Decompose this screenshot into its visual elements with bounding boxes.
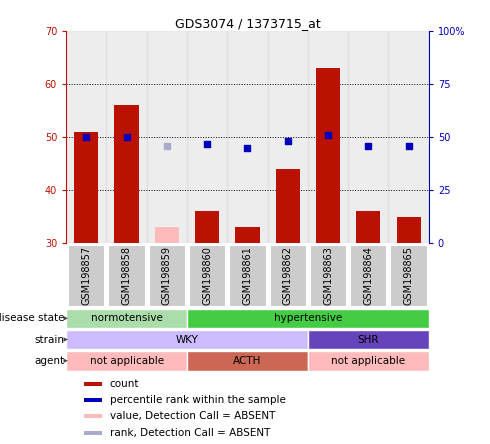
FancyBboxPatch shape xyxy=(187,309,429,328)
FancyBboxPatch shape xyxy=(229,245,266,306)
FancyBboxPatch shape xyxy=(68,245,104,306)
Text: GSM198862: GSM198862 xyxy=(283,246,293,305)
Text: GSM198857: GSM198857 xyxy=(81,246,91,305)
Text: GSM198858: GSM198858 xyxy=(122,246,132,305)
FancyBboxPatch shape xyxy=(391,245,427,306)
Bar xyxy=(268,31,308,243)
Bar xyxy=(235,227,260,243)
Text: normotensive: normotensive xyxy=(91,313,163,323)
Bar xyxy=(84,398,102,402)
FancyBboxPatch shape xyxy=(270,245,306,306)
Bar xyxy=(84,414,102,418)
Bar xyxy=(74,132,98,243)
FancyBboxPatch shape xyxy=(149,245,185,306)
Bar xyxy=(187,31,227,243)
FancyBboxPatch shape xyxy=(66,330,308,349)
Point xyxy=(82,134,90,141)
Bar xyxy=(84,431,102,435)
Point xyxy=(244,144,251,151)
Text: not applicable: not applicable xyxy=(331,356,405,366)
Bar xyxy=(276,169,300,243)
Bar xyxy=(389,31,429,243)
Bar xyxy=(84,381,102,386)
Text: WKY: WKY xyxy=(175,334,198,345)
Point xyxy=(405,142,413,149)
Bar xyxy=(66,31,106,243)
Text: count: count xyxy=(110,379,139,388)
Text: disease state: disease state xyxy=(0,313,64,323)
Bar xyxy=(308,31,348,243)
Point xyxy=(365,142,372,149)
Text: hypertensive: hypertensive xyxy=(274,313,342,323)
Text: SHR: SHR xyxy=(358,334,379,345)
Text: agent: agent xyxy=(34,356,64,366)
FancyBboxPatch shape xyxy=(66,351,187,370)
Bar xyxy=(396,217,421,243)
FancyBboxPatch shape xyxy=(108,245,145,306)
Text: not applicable: not applicable xyxy=(90,356,164,366)
Text: rank, Detection Call = ABSENT: rank, Detection Call = ABSENT xyxy=(110,428,270,438)
Text: GSM198863: GSM198863 xyxy=(323,246,333,305)
Point xyxy=(324,131,332,139)
Text: GSM198860: GSM198860 xyxy=(202,246,212,305)
FancyBboxPatch shape xyxy=(187,351,308,370)
Bar xyxy=(348,31,389,243)
FancyBboxPatch shape xyxy=(189,245,225,306)
Bar xyxy=(147,31,187,243)
Text: GSM198865: GSM198865 xyxy=(404,246,414,305)
Text: percentile rank within the sample: percentile rank within the sample xyxy=(110,395,286,405)
Text: GSM198861: GSM198861 xyxy=(243,246,252,305)
FancyBboxPatch shape xyxy=(310,245,346,306)
Bar xyxy=(195,211,219,243)
Bar xyxy=(316,68,340,243)
Bar xyxy=(227,31,268,243)
Point xyxy=(122,134,130,141)
Title: GDS3074 / 1373715_at: GDS3074 / 1373715_at xyxy=(174,17,320,30)
FancyBboxPatch shape xyxy=(350,245,387,306)
Text: value, Detection Call = ABSENT: value, Detection Call = ABSENT xyxy=(110,412,275,421)
Bar xyxy=(115,105,139,243)
Text: strain: strain xyxy=(34,334,64,345)
Bar xyxy=(106,31,147,243)
FancyBboxPatch shape xyxy=(308,351,429,370)
Point xyxy=(284,138,292,145)
Text: GSM198859: GSM198859 xyxy=(162,246,172,305)
FancyBboxPatch shape xyxy=(66,309,187,328)
Bar xyxy=(356,211,380,243)
Point xyxy=(203,140,211,147)
Bar xyxy=(155,227,179,243)
Point xyxy=(163,142,171,149)
Text: ACTH: ACTH xyxy=(233,356,262,366)
FancyBboxPatch shape xyxy=(308,330,429,349)
Text: GSM198864: GSM198864 xyxy=(363,246,373,305)
